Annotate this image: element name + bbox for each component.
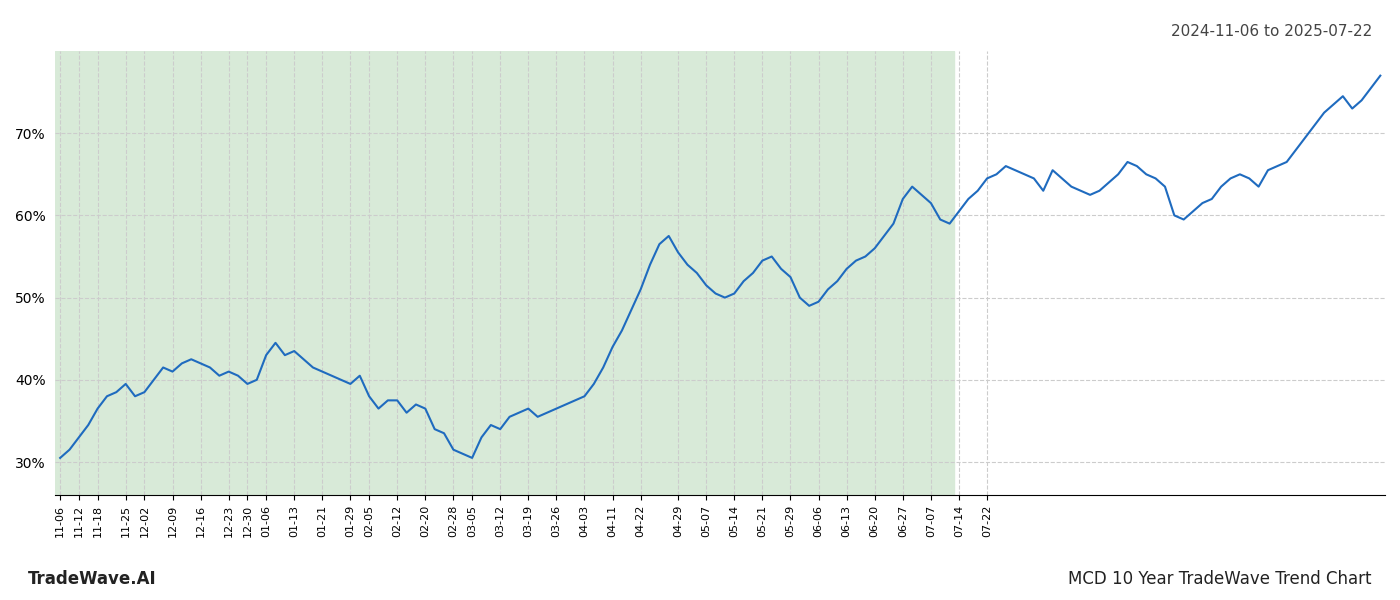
Text: TradeWave.AI: TradeWave.AI bbox=[28, 570, 157, 588]
Text: 2024-11-06 to 2025-07-22: 2024-11-06 to 2025-07-22 bbox=[1170, 24, 1372, 39]
Text: MCD 10 Year TradeWave Trend Chart: MCD 10 Year TradeWave Trend Chart bbox=[1068, 570, 1372, 588]
Bar bbox=[56, 51, 955, 495]
